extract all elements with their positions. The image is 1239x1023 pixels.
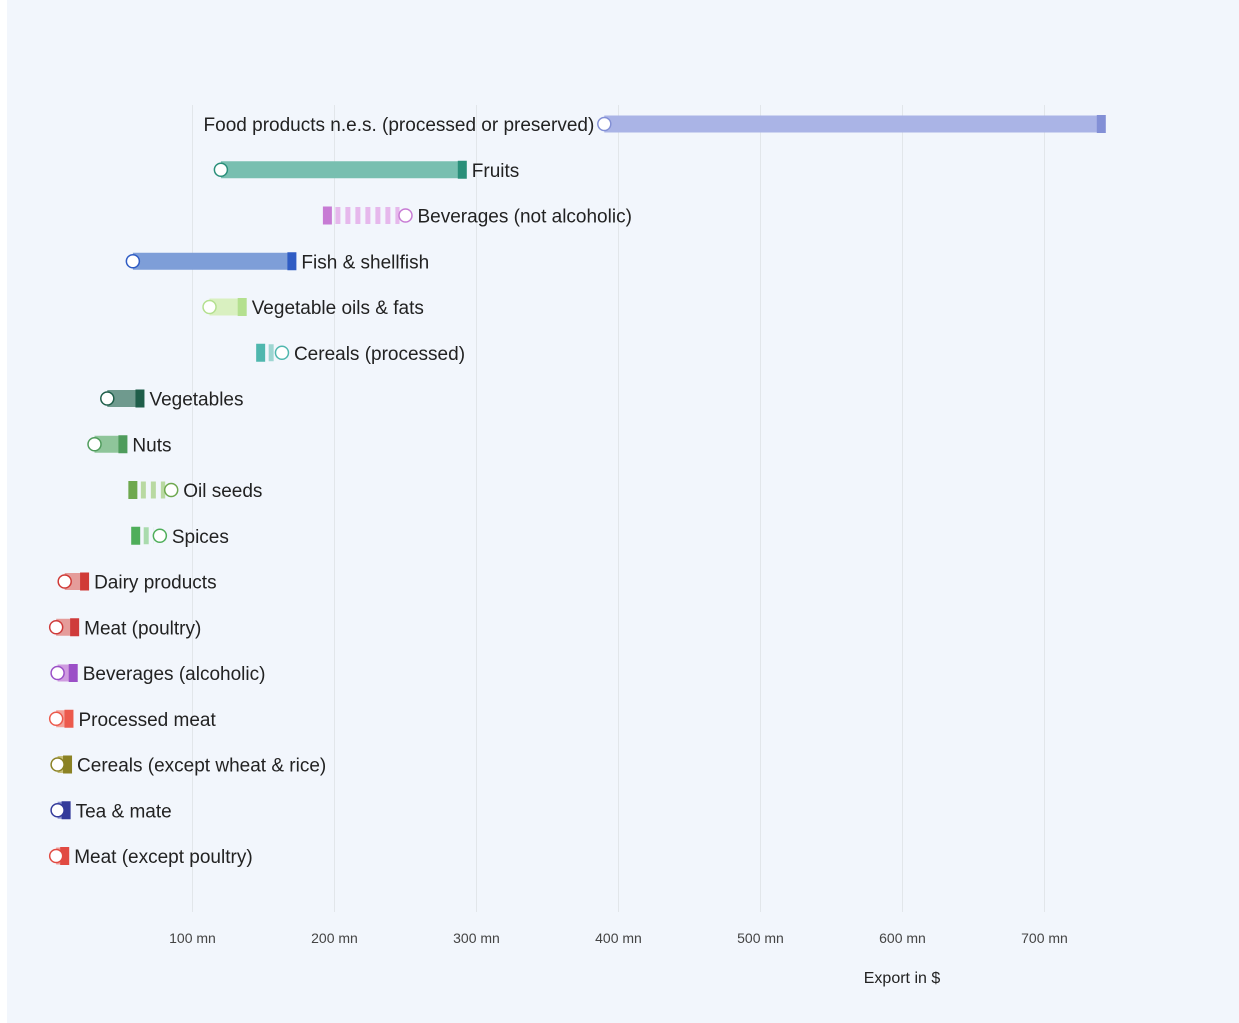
row: Vegetable oils & fats (202, 298, 424, 319)
category-label: Meat (except poultry) (74, 847, 252, 868)
start-marker (274, 345, 290, 360)
x-tick-label: 400 mn (595, 930, 642, 946)
start-marker (87, 437, 102, 452)
end-marker (457, 160, 467, 179)
x-axis-title: Export in $ (864, 970, 941, 987)
end-marker (128, 481, 138, 499)
range-bar-segment (355, 207, 361, 224)
row: Vegetables (100, 389, 243, 411)
row: Cereals (except wheat & rice) (50, 755, 326, 777)
row: Dairy products (57, 572, 217, 594)
category-label: Vegetable oils & fats (252, 298, 424, 319)
x-tick-label: 500 mn (737, 930, 784, 946)
end-marker (256, 343, 266, 362)
end-marker (63, 755, 73, 774)
end-marker (135, 389, 145, 408)
end-marker (61, 801, 71, 820)
start-marker (50, 757, 65, 772)
category-label: Cereals (except wheat & rice) (77, 756, 326, 777)
x-tick-label: 700 mn (1021, 930, 1068, 946)
chart-panel (7, 0, 1239, 1023)
start-marker (50, 665, 65, 681)
category-label: Fish & shellfish (301, 252, 429, 273)
x-tick-label: 200 mn (311, 930, 358, 946)
range-bar (132, 252, 292, 270)
row: Nuts (87, 435, 171, 456)
start-marker (398, 208, 413, 223)
start-marker (48, 711, 64, 726)
row: Tea & mate (50, 801, 172, 822)
range-bar-segment (365, 207, 371, 224)
start-marker (48, 620, 64, 635)
range-bar (94, 435, 123, 453)
end-marker (80, 572, 90, 591)
row: Processed meat (48, 709, 216, 731)
x-axis-ticks: 100 mn 200 mn 300 mn 400 mn 500 mn 600 mn 700 … (169, 930, 1068, 946)
category-label: Beverages (not alcoholic) (418, 207, 632, 228)
range-bar (604, 115, 1102, 133)
start-marker (50, 803, 65, 818)
end-marker (60, 847, 70, 865)
gridlines (192, 105, 1045, 912)
row: Fruits (213, 160, 520, 182)
range-bar-segment (345, 207, 351, 224)
end-marker (70, 618, 80, 637)
range-bar-segment (160, 481, 166, 499)
end-marker (118, 435, 128, 454)
row: Meat (except poultry) (48, 847, 253, 868)
end-marker (287, 252, 297, 271)
start-marker (57, 574, 72, 589)
category-label: Cereals (processed) (294, 344, 465, 365)
category-label: Spices (172, 527, 229, 548)
row: Cereals (processed) (256, 343, 465, 365)
category-label: Vegetables (149, 390, 243, 411)
start-marker (125, 254, 141, 269)
range-bar (220, 161, 463, 179)
end-marker (237, 298, 247, 316)
row: Fish & shellfish (125, 252, 429, 273)
start-marker (202, 299, 217, 315)
x-tick-label: 600 mn (879, 930, 926, 946)
start-marker (48, 848, 64, 864)
range-bar-segment (335, 207, 341, 224)
range-bar-segment (268, 344, 274, 362)
end-marker (1096, 115, 1106, 133)
start-marker (100, 391, 115, 406)
row: Beverages (not alcoholic) (322, 206, 632, 228)
category-label: Dairy products (94, 573, 217, 594)
row: Meat (poultry) (48, 618, 201, 639)
x-tick-label: 300 mn (453, 930, 500, 946)
row: Food products n.e.s. (processed or prese… (204, 115, 1106, 136)
end-marker (322, 206, 332, 225)
row: Beverages (alcoholic) (50, 664, 266, 685)
range-bar-segment (395, 207, 400, 224)
range-bar-segment (385, 207, 391, 224)
row: Oil seeds (128, 481, 262, 502)
start-marker (163, 482, 179, 498)
range-bar-segment (375, 207, 381, 224)
category-label: Beverages (alcoholic) (83, 664, 266, 685)
start-marker (152, 528, 168, 543)
end-marker (68, 664, 78, 682)
category-label: Processed meat (78, 710, 216, 731)
range-bar-segment (140, 481, 146, 499)
category-label: Tea & mate (76, 801, 172, 822)
range-bar-segment (150, 481, 156, 499)
category-label: Fruits (472, 161, 520, 182)
rows: Food products n.e.s. (processed or prese… (48, 115, 1106, 868)
category-label: Nuts (132, 435, 171, 456)
range-bar (209, 298, 243, 316)
category-label: Food products n.e.s. (processed or prese… (204, 115, 595, 136)
end-marker (131, 526, 141, 545)
category-label: Oil seeds (183, 481, 262, 502)
range-bar (107, 390, 140, 407)
category-label: Meat (poultry) (84, 618, 201, 639)
x-tick-label: 100 mn (169, 930, 216, 946)
row: Spices (131, 526, 229, 548)
start-marker (213, 162, 229, 177)
range-bar-segment (143, 527, 149, 545)
end-marker (64, 709, 74, 728)
start-marker (597, 116, 612, 132)
